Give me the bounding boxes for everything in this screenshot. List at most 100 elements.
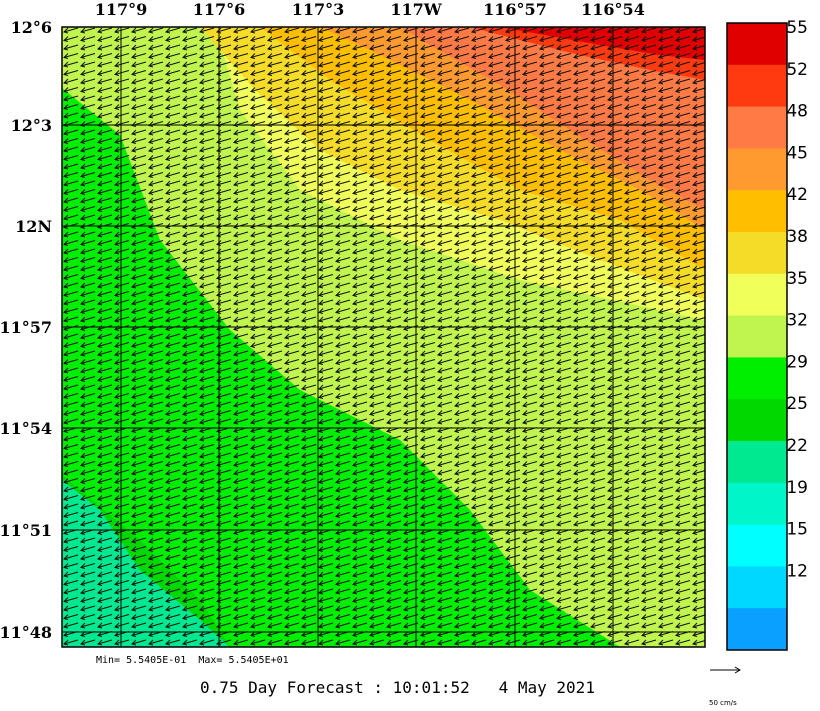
current-vector-head xyxy=(556,87,562,93)
current-vector-head xyxy=(369,214,375,221)
current-vector-head xyxy=(199,180,205,187)
current-vector-head xyxy=(165,469,171,476)
current-vector-head xyxy=(505,503,511,510)
current-vector-head xyxy=(301,418,307,425)
current-vector-head xyxy=(216,27,222,34)
current-vector-head xyxy=(216,580,222,586)
current-vector xyxy=(131,554,147,560)
current-vector xyxy=(505,384,521,390)
current-vector xyxy=(403,257,419,262)
current-vector-head xyxy=(692,546,698,552)
current-vector-head xyxy=(335,53,341,59)
current-vector-head xyxy=(522,95,528,102)
current-vector xyxy=(386,571,402,577)
current-vector xyxy=(454,316,470,322)
current-vector-head xyxy=(658,393,664,399)
current-vector-head xyxy=(182,376,188,382)
current-vector xyxy=(658,384,674,390)
current-vector-head xyxy=(182,520,188,527)
current-vector xyxy=(267,112,283,118)
current-vector xyxy=(165,129,181,135)
current-vector-head xyxy=(590,444,596,450)
current-vector xyxy=(607,444,623,449)
current-vector xyxy=(301,53,317,58)
current-vector xyxy=(454,376,470,381)
current-vector-head xyxy=(386,546,392,552)
current-vector xyxy=(131,197,147,203)
current-vector xyxy=(335,214,351,220)
current-vector xyxy=(488,61,504,67)
current-vector-head xyxy=(403,189,409,195)
current-vector xyxy=(318,146,334,152)
current-vector xyxy=(318,316,334,322)
current-vector xyxy=(403,461,419,466)
current-vector-head xyxy=(284,112,290,119)
current-vector xyxy=(284,520,300,526)
current-vector xyxy=(505,36,521,41)
current-vector-head xyxy=(607,129,613,136)
current-vector-head xyxy=(233,87,239,93)
current-vector xyxy=(624,129,640,135)
current-vector-head xyxy=(97,27,103,34)
current-vector xyxy=(556,410,572,415)
current-vector xyxy=(114,265,130,271)
current-vector-head xyxy=(80,512,86,518)
current-vector xyxy=(63,359,79,364)
current-vector xyxy=(556,461,572,466)
current-vector-head xyxy=(318,189,324,195)
current-vector xyxy=(607,129,623,135)
current-vector-head xyxy=(233,36,239,42)
current-vector-head xyxy=(386,520,392,527)
current-vector-head xyxy=(199,27,205,34)
current-vector xyxy=(675,546,691,551)
current-vector xyxy=(590,452,606,458)
current-vector xyxy=(97,537,113,543)
current-vector-head xyxy=(556,452,562,459)
current-vector-head xyxy=(607,478,613,484)
current-vector-head xyxy=(403,180,409,187)
current-vector-head xyxy=(182,36,188,42)
current-vector-head xyxy=(250,274,256,280)
current-vector-head xyxy=(522,206,528,212)
current-vector-head xyxy=(182,563,188,569)
current-vector-head xyxy=(369,495,375,501)
current-vector xyxy=(216,495,232,500)
current-vector xyxy=(114,554,130,560)
current-vector xyxy=(624,189,640,194)
current-vector xyxy=(352,469,368,475)
current-vector xyxy=(199,291,215,296)
current-vector-head xyxy=(80,316,86,323)
current-vector xyxy=(97,172,113,177)
current-vector-head xyxy=(556,571,562,578)
current-vector-head xyxy=(352,172,358,178)
current-vector-head xyxy=(80,478,86,484)
current-vector xyxy=(539,554,555,560)
current-vector xyxy=(624,469,640,475)
current-vector-head xyxy=(692,291,698,297)
current-vector-head xyxy=(488,146,494,153)
current-vector xyxy=(658,78,674,84)
current-vector-head xyxy=(471,223,477,229)
current-vector-head xyxy=(573,70,579,76)
current-vector-head xyxy=(63,563,69,569)
current-vector-head xyxy=(335,248,341,255)
current-vector-head xyxy=(675,291,681,297)
current-vector-head xyxy=(641,325,647,331)
current-vector xyxy=(641,384,657,390)
current-vector-head xyxy=(301,189,307,195)
current-vector xyxy=(471,214,487,220)
current-vector xyxy=(641,563,657,568)
current-vector xyxy=(148,478,164,483)
current-vector-head xyxy=(352,180,358,187)
current-vector xyxy=(607,44,623,50)
current-vector xyxy=(199,393,215,398)
current-vector xyxy=(318,486,334,492)
current-vector xyxy=(267,529,283,534)
current-vector-head xyxy=(658,70,664,76)
current-vector xyxy=(250,223,266,228)
current-vector xyxy=(80,257,96,262)
current-vector-head xyxy=(386,316,392,323)
current-vector xyxy=(522,486,538,492)
current-vector-head xyxy=(556,27,562,34)
current-vector xyxy=(522,138,538,143)
